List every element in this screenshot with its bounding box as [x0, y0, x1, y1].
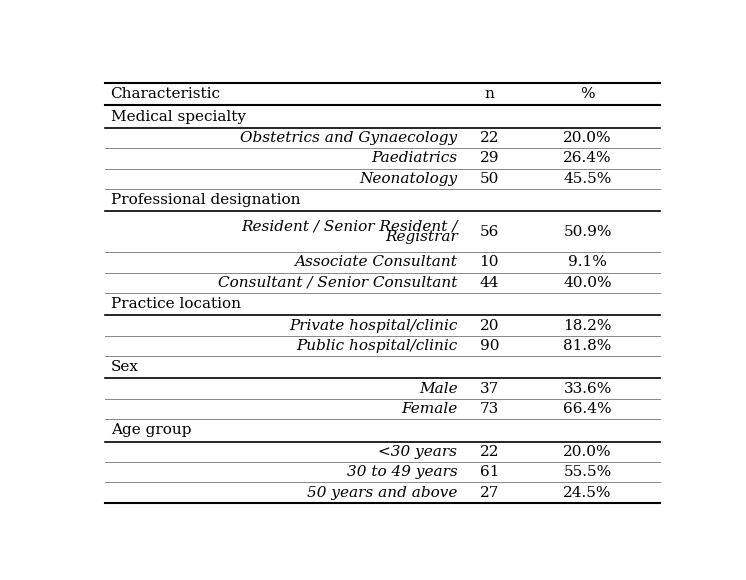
- Text: Resident / Senior Resident /: Resident / Senior Resident /: [241, 220, 457, 234]
- Text: n: n: [484, 87, 494, 101]
- Text: 22: 22: [480, 131, 499, 145]
- Text: Male: Male: [419, 382, 457, 396]
- Text: Associate Consultant: Associate Consultant: [295, 255, 457, 269]
- Text: Female: Female: [401, 402, 457, 416]
- Text: 81.8%: 81.8%: [563, 339, 612, 353]
- Text: Characteristic: Characteristic: [110, 87, 221, 101]
- Text: Public hospital/clinic: Public hospital/clinic: [296, 339, 457, 353]
- Text: Sex: Sex: [110, 360, 139, 374]
- Text: 50 years and above: 50 years and above: [307, 485, 457, 499]
- Text: Paediatrics: Paediatrics: [372, 151, 457, 165]
- Text: 55.5%: 55.5%: [563, 465, 612, 479]
- Text: 30 to 49 years: 30 to 49 years: [347, 465, 457, 479]
- Text: 20.0%: 20.0%: [563, 445, 612, 459]
- Text: 24.5%: 24.5%: [563, 485, 612, 499]
- Text: 45.5%: 45.5%: [563, 172, 612, 186]
- Text: 27: 27: [480, 485, 499, 499]
- Text: 29: 29: [480, 151, 499, 165]
- Text: %: %: [580, 87, 595, 101]
- Text: Registrar: Registrar: [385, 230, 457, 244]
- Text: 73: 73: [480, 402, 499, 416]
- Text: 26.4%: 26.4%: [563, 151, 612, 165]
- Text: 61: 61: [480, 465, 499, 479]
- Text: 44: 44: [480, 276, 499, 290]
- Text: Professional designation: Professional designation: [110, 193, 300, 207]
- Text: 40.0%: 40.0%: [563, 276, 612, 290]
- Text: 56: 56: [480, 225, 499, 239]
- Text: 20.0%: 20.0%: [563, 131, 612, 145]
- Text: Obstetrics and Gynaecology: Obstetrics and Gynaecology: [240, 131, 457, 145]
- Text: 37: 37: [480, 382, 499, 396]
- Text: 20: 20: [480, 318, 499, 332]
- Text: 50: 50: [480, 172, 499, 186]
- Text: 90: 90: [480, 339, 499, 353]
- Text: 22: 22: [480, 445, 499, 459]
- Text: <30 years: <30 years: [378, 445, 457, 459]
- Text: 50.9%: 50.9%: [563, 225, 612, 239]
- Text: Medical specialty: Medical specialty: [110, 110, 245, 124]
- Text: 66.4%: 66.4%: [563, 402, 612, 416]
- Text: 18.2%: 18.2%: [563, 318, 612, 332]
- Text: 33.6%: 33.6%: [563, 382, 612, 396]
- Text: Practice location: Practice location: [110, 297, 241, 311]
- Text: Private hospital/clinic: Private hospital/clinic: [289, 318, 457, 332]
- Text: 9.1%: 9.1%: [568, 255, 607, 269]
- Text: Neonatology: Neonatology: [360, 172, 457, 186]
- Text: Age group: Age group: [110, 423, 191, 437]
- Text: Consultant / Senior Consultant: Consultant / Senior Consultant: [218, 276, 457, 290]
- Text: 10: 10: [480, 255, 499, 269]
